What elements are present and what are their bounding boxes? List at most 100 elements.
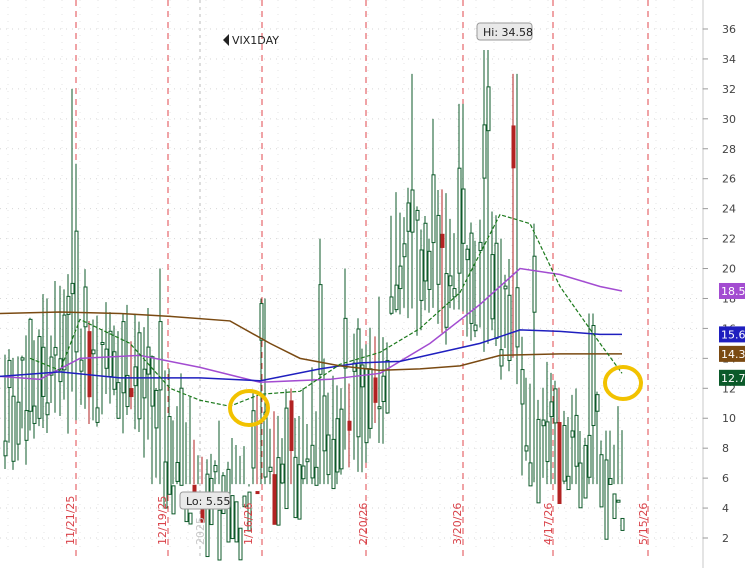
candle-body <box>528 462 533 487</box>
candle-body <box>427 250 432 290</box>
candle-body <box>478 241 483 252</box>
candle-body <box>297 464 302 520</box>
candle-body <box>112 351 117 390</box>
candle-body <box>364 368 369 444</box>
candle-body <box>272 474 277 525</box>
candle-body <box>486 86 491 132</box>
price-tick-label: 20 <box>722 263 736 276</box>
candle-body <box>154 389 159 429</box>
last-value-tag <box>719 369 745 386</box>
candle-body <box>104 348 109 369</box>
candle-body <box>431 174 436 244</box>
highlight-circle-right <box>603 365 643 401</box>
candle-body <box>175 461 180 482</box>
candle-body <box>591 324 596 427</box>
candle-body <box>301 465 306 480</box>
candle-body <box>335 418 340 473</box>
candle-body <box>276 457 281 526</box>
candle-body <box>356 328 361 438</box>
moving-average-line <box>0 311 622 372</box>
high-annotation: Hi: 34.58 <box>476 22 533 41</box>
symbol-label: VIX1DAY <box>223 34 279 47</box>
candle-body <box>11 395 16 462</box>
candle-body <box>377 406 382 410</box>
candle-body <box>41 346 46 397</box>
candle-body <box>263 411 268 478</box>
date-label: 11/21/25 <box>64 496 77 545</box>
last-value-text: 14.3 <box>721 348 745 361</box>
candle-body <box>28 318 33 412</box>
candle-body <box>536 418 541 504</box>
candle-body <box>32 405 37 424</box>
low-annotation: Lo: 5.55 <box>179 491 231 510</box>
candle-body <box>595 394 600 412</box>
candle-body <box>448 275 453 287</box>
date-label: 4/17/26 <box>542 503 555 545</box>
price-tick-label: 24 <box>722 203 736 216</box>
candle-body <box>16 401 21 445</box>
candle-body <box>284 407 289 510</box>
candle-body <box>419 249 424 301</box>
candle-body <box>129 388 134 398</box>
candle-body <box>83 286 88 328</box>
candle-body <box>482 124 487 179</box>
date-label: 12/19/25 <box>156 496 169 545</box>
candle-body <box>326 434 331 476</box>
candle-body <box>188 512 193 525</box>
candle-body <box>415 209 420 221</box>
price-tick-label: 2 <box>722 532 729 545</box>
candle-body <box>116 382 121 419</box>
last-value-text: 15.6 <box>721 328 745 341</box>
candle-body <box>524 445 529 452</box>
price-tick-label: 10 <box>722 412 736 425</box>
candle-body <box>436 214 441 285</box>
price-axis: 24681012141618202224262830323436 <box>702 0 736 568</box>
candle-body <box>381 375 386 403</box>
date-label: 2/20/26 <box>357 503 370 545</box>
candle-body <box>238 527 243 561</box>
candle-body <box>440 233 445 248</box>
candle-body <box>402 243 407 258</box>
candle-body <box>612 493 617 519</box>
candle-body <box>578 462 583 509</box>
candle-body <box>217 509 222 561</box>
candle-body <box>423 222 428 282</box>
moving-average-line <box>0 329 622 382</box>
last-value-text: 12.7 <box>721 372 745 385</box>
highlight-circle-left <box>228 389 270 427</box>
candle-body <box>465 248 470 261</box>
candle-body <box>142 368 147 399</box>
candle-body <box>583 444 588 499</box>
last-value-tag <box>719 282 745 299</box>
candle-body <box>599 454 604 508</box>
candle-body <box>91 349 96 355</box>
candle-body <box>503 285 508 290</box>
candle-body <box>339 408 344 470</box>
candle-body <box>167 416 172 495</box>
candle-body <box>444 273 449 328</box>
price-tick-label: 34 <box>722 53 736 66</box>
candle-body <box>7 359 12 389</box>
last-value-tag <box>719 326 745 343</box>
candle-body <box>62 314 67 371</box>
candle-body <box>549 401 554 418</box>
candle-body <box>213 465 218 473</box>
candle-body <box>347 420 352 431</box>
candle-body <box>314 466 319 486</box>
candle-body <box>242 495 247 508</box>
candle-body <box>322 395 327 452</box>
candle-body <box>3 440 8 457</box>
candle-body <box>608 478 613 485</box>
date-label: 1/16/26 <box>242 503 255 545</box>
candle-body <box>79 359 84 372</box>
candle-body <box>604 459 609 540</box>
candle-body <box>373 377 378 403</box>
last-value-text: 18.5 <box>721 285 745 298</box>
price-tick-label: 22 <box>722 233 736 246</box>
candle-body <box>541 419 546 427</box>
candle-body <box>410 189 415 233</box>
moving-averages-layer <box>0 213 623 407</box>
